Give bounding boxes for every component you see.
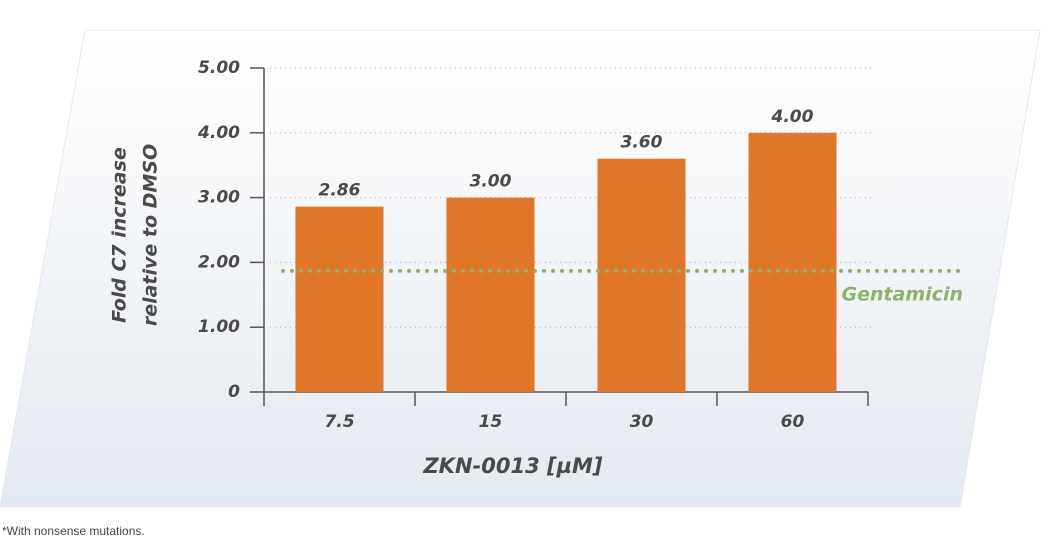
x-axis-label: ZKN-0013 [µM] bbox=[422, 454, 602, 478]
y-tick-label: 0 bbox=[228, 382, 240, 402]
y-axis-label: relative to DMSO bbox=[140, 144, 162, 326]
bar bbox=[295, 206, 384, 392]
y-tick-label: 5.00 bbox=[198, 58, 240, 78]
data-label: 3.60 bbox=[621, 133, 663, 153]
data-label: 4.00 bbox=[771, 107, 814, 127]
y-tick-label: 4.00 bbox=[197, 123, 240, 143]
footnote: *With nonsense mutations. bbox=[2, 524, 145, 537]
bar bbox=[748, 132, 837, 393]
y-tick-label: 3.00 bbox=[198, 188, 240, 208]
x-tick-label: 60 bbox=[781, 412, 805, 432]
bar bbox=[446, 197, 535, 392]
x-tick-label: 30 bbox=[630, 412, 654, 432]
y-axis-label: Fold C7 increase bbox=[109, 147, 131, 323]
y-tick-label: 2.00 bbox=[198, 252, 240, 272]
x-tick-label: 7.5 bbox=[324, 412, 354, 432]
data-label: 3.00 bbox=[470, 172, 512, 192]
reference-label: Gentamicin bbox=[841, 283, 963, 305]
bar bbox=[597, 158, 686, 392]
y-tick-label: 1.00 bbox=[198, 317, 240, 337]
x-tick-label: 15 bbox=[479, 412, 503, 432]
data-label: 2.86 bbox=[319, 181, 361, 201]
